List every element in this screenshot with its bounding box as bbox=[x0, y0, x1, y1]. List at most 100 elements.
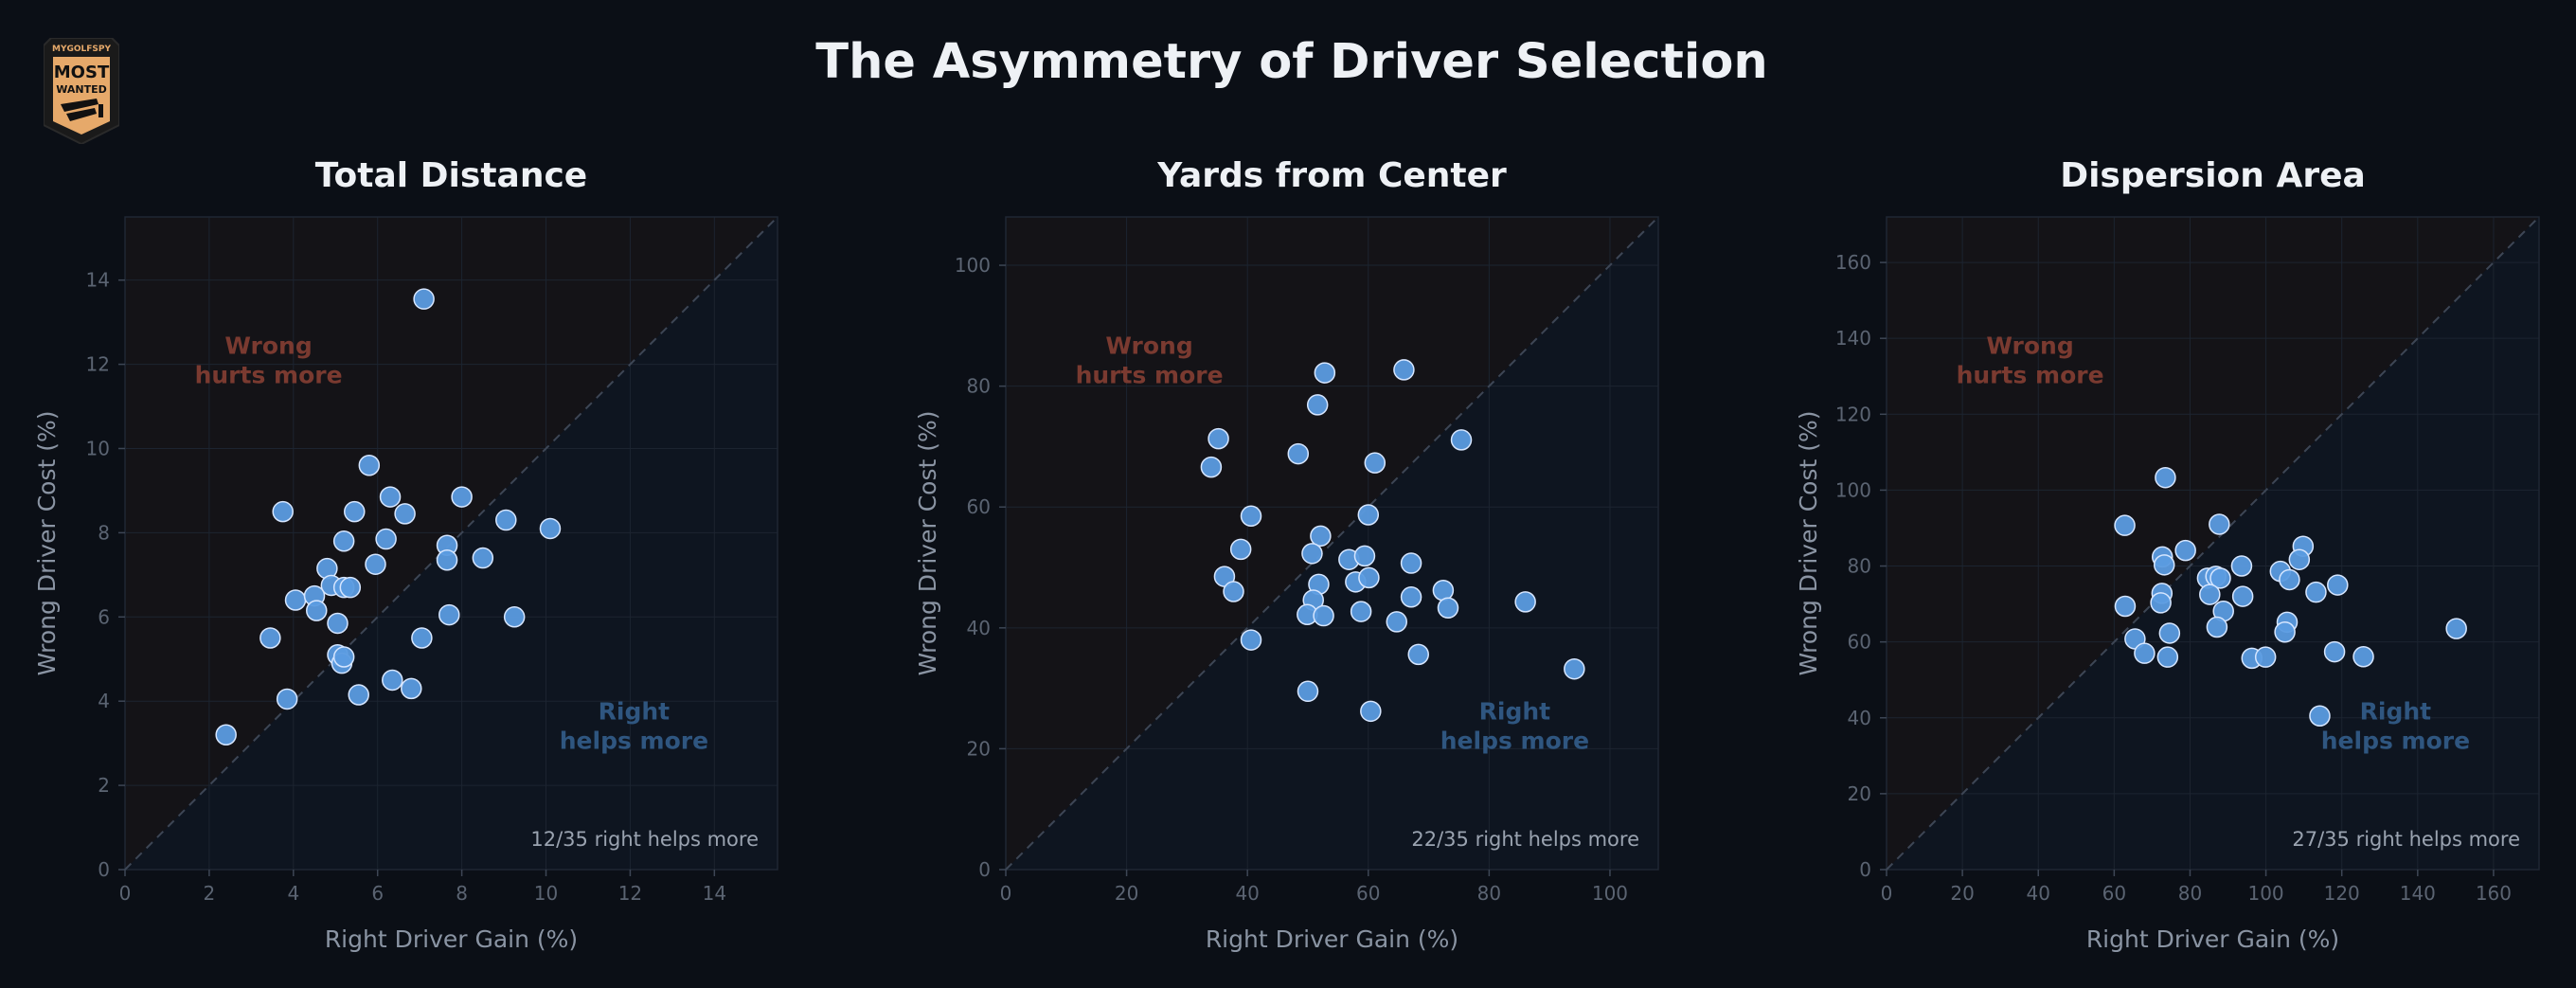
data-point bbox=[401, 677, 422, 700]
x-tick-label: 80 bbox=[2178, 882, 2202, 905]
y-tick-label: 140 bbox=[1835, 327, 1871, 350]
data-point bbox=[2158, 622, 2181, 644]
data-point bbox=[472, 547, 494, 569]
data-point bbox=[2134, 642, 2156, 664]
x-tick-label: 100 bbox=[1592, 882, 1628, 905]
data-point bbox=[1313, 604, 1334, 627]
data-point bbox=[1240, 629, 1262, 651]
data-point bbox=[2327, 574, 2349, 596]
data-point bbox=[1223, 581, 1244, 602]
summary-label: 27/35 right helps more bbox=[2292, 828, 2520, 851]
x-tick-label: 120 bbox=[2324, 882, 2360, 905]
wrong-annotation: Wrong bbox=[1986, 332, 2073, 360]
panel-title: Yards from Center bbox=[1156, 156, 1507, 195]
x-tick-label: 0 bbox=[1000, 882, 1012, 905]
data-point bbox=[2209, 513, 2230, 535]
x-tick-label: 6 bbox=[371, 882, 384, 905]
data-point bbox=[1240, 505, 1262, 528]
y-tick-label: 100 bbox=[1835, 478, 1871, 501]
data-point bbox=[2114, 514, 2136, 536]
y-tick-label: 8 bbox=[98, 521, 110, 544]
data-point bbox=[327, 612, 349, 635]
x-tick-label: 12 bbox=[618, 882, 642, 905]
data-point bbox=[1287, 442, 1310, 465]
data-point bbox=[2230, 555, 2253, 577]
y-tick-label: 80 bbox=[1848, 555, 1871, 578]
x-tick-label: 8 bbox=[456, 882, 468, 905]
right-annotation: helps more bbox=[2321, 728, 2470, 755]
plot-frame bbox=[1886, 216, 2540, 871]
panel-title: Dispersion Area bbox=[2060, 156, 2366, 195]
wrong-annotation: Wrong bbox=[224, 332, 312, 360]
logo-line2: WANTED bbox=[56, 83, 107, 96]
x-tick-label: 40 bbox=[2027, 882, 2050, 905]
mygolfspy-logo: MYGOLFSPY MOST WANTED bbox=[44, 38, 119, 144]
data-point bbox=[2155, 466, 2176, 489]
scatter-panel-3: 0 20 40 60 80 100 120 140 160 0 20 40 60 80 100 120 140 1… bbox=[1795, 156, 2540, 953]
data-point bbox=[365, 553, 386, 575]
data-point bbox=[2153, 554, 2175, 576]
x-tick-label: 4 bbox=[287, 882, 299, 905]
data-point bbox=[1229, 538, 1252, 561]
data-point bbox=[1386, 611, 1408, 633]
logo-line1: MOST bbox=[54, 63, 110, 82]
data-point bbox=[1450, 429, 1473, 451]
data-point bbox=[2254, 646, 2277, 668]
wrong-annotation: hurts more bbox=[1957, 362, 2104, 389]
x-tick-label: 20 bbox=[1950, 882, 1974, 905]
y-tick-label: 4 bbox=[98, 690, 110, 712]
data-point bbox=[1301, 543, 1323, 565]
right-annotation: helps more bbox=[560, 728, 708, 755]
plot-frame bbox=[1005, 216, 1659, 871]
data-point bbox=[284, 589, 307, 611]
y-tick-label: 120 bbox=[1835, 403, 1871, 425]
x-tick-label: 10 bbox=[534, 882, 558, 905]
wrong-annotation: Wrong bbox=[1105, 332, 1192, 360]
y-tick-label: 60 bbox=[1848, 631, 1871, 654]
data-point bbox=[1358, 566, 1380, 589]
right-annotation: Right bbox=[2360, 698, 2432, 726]
data-point bbox=[1437, 597, 1459, 620]
y-tick-label: 80 bbox=[967, 375, 991, 398]
x-tick-label: 140 bbox=[2400, 882, 2436, 905]
y-tick-label: 0 bbox=[978, 858, 991, 881]
logo-top-text: MYGOLFSPY bbox=[52, 45, 111, 54]
y-tick-label: 40 bbox=[967, 617, 991, 639]
data-point bbox=[1393, 359, 1415, 381]
data-point bbox=[1353, 545, 1376, 567]
data-point bbox=[1514, 591, 1536, 613]
x-tick-label: 20 bbox=[1115, 882, 1138, 905]
data-point bbox=[348, 684, 369, 706]
data-point bbox=[2279, 568, 2300, 591]
data-point bbox=[276, 688, 298, 710]
x-axis-label: Right Driver Gain (%) bbox=[325, 925, 578, 953]
data-point bbox=[344, 500, 366, 523]
right-annotation: helps more bbox=[1440, 728, 1589, 755]
y-tick-label: 14 bbox=[86, 269, 110, 292]
data-point bbox=[332, 646, 355, 668]
y-tick-label: 160 bbox=[1835, 251, 1871, 274]
y-tick-label: 2 bbox=[98, 774, 110, 797]
data-point bbox=[2274, 620, 2296, 643]
data-point bbox=[2174, 539, 2196, 562]
y-tick-label: 60 bbox=[967, 495, 991, 518]
x-tick-label: 80 bbox=[1477, 882, 1501, 905]
y-tick-label: 10 bbox=[86, 437, 110, 459]
y-tick-label: 12 bbox=[86, 353, 110, 376]
data-point bbox=[394, 503, 416, 525]
data-point bbox=[375, 528, 397, 550]
data-point bbox=[2156, 646, 2179, 668]
data-point bbox=[2199, 584, 2221, 605]
data-point bbox=[382, 669, 403, 692]
y-tick-label: 0 bbox=[98, 858, 110, 881]
summary-label: 12/35 right helps more bbox=[530, 828, 759, 851]
x-tick-label: 40 bbox=[1235, 882, 1259, 905]
data-point bbox=[436, 549, 458, 571]
data-point bbox=[272, 500, 294, 523]
x-axis-label: Right Driver Gain (%) bbox=[2086, 925, 2339, 953]
y-tick-label: 100 bbox=[955, 254, 991, 277]
panel-title: Total Distance bbox=[315, 156, 587, 195]
data-point bbox=[259, 627, 281, 649]
data-point bbox=[358, 455, 381, 476]
